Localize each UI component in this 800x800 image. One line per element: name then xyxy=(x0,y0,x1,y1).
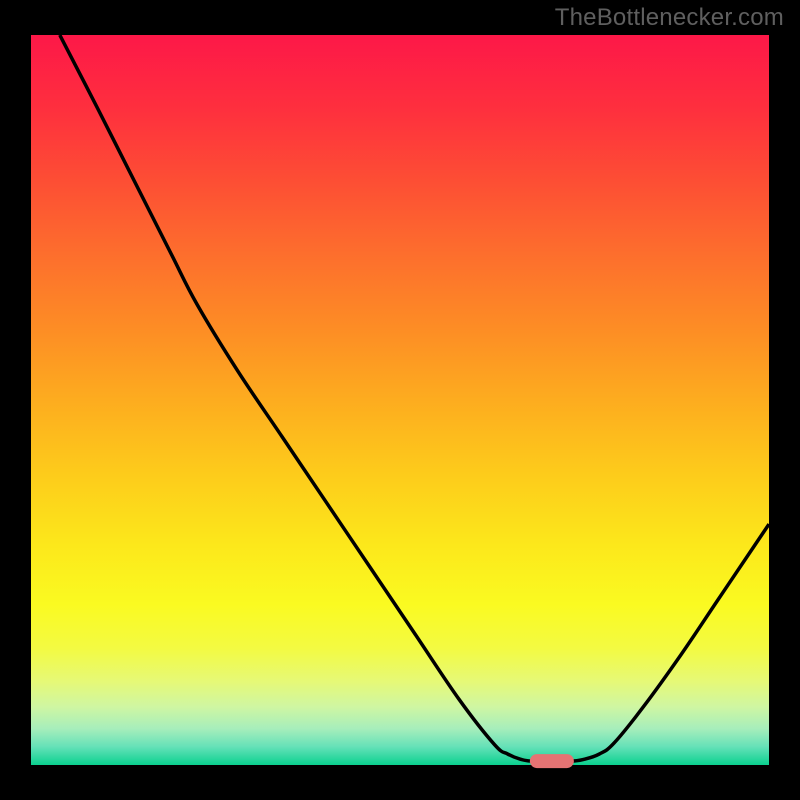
optimal-marker xyxy=(530,754,574,768)
bottleneck-curve xyxy=(60,35,769,761)
watermark-text: TheBottlenecker.com xyxy=(555,4,784,32)
curve-svg xyxy=(31,35,769,765)
chart-frame: TheBottlenecker.com xyxy=(0,0,800,800)
plot-area xyxy=(31,35,769,765)
